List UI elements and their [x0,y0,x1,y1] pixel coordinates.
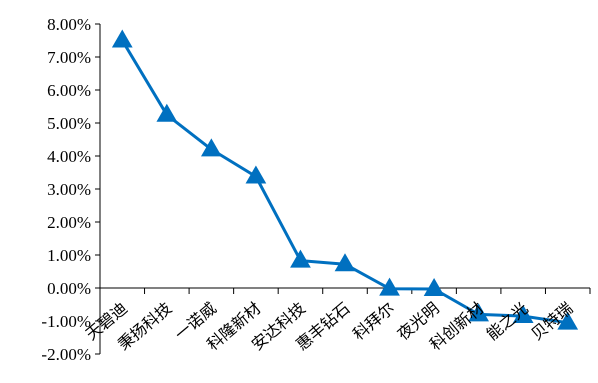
y-tick-label: 3.00% [47,180,91,199]
y-tick-label: 6.00% [47,81,91,100]
y-tick-label: 8.00% [47,15,91,34]
data-point-marker [512,305,534,324]
data-point-marker [423,277,445,296]
data-point-marker [245,165,267,184]
series-0 [111,29,579,330]
y-tick-label: -1.00% [41,312,91,331]
data-point-marker [290,249,311,268]
series-line [121,39,568,325]
data-point-marker [557,311,579,330]
x-tick-label: 科拜尔 [349,299,398,344]
data-point-marker [334,253,356,272]
y-tick-label: 7.00% [47,48,91,67]
data-point-marker [468,303,490,322]
data-point-marker [200,138,222,157]
y-tick-label: -2.00% [41,345,91,364]
y-tick-label: 4.00% [47,147,91,166]
data-point-marker [156,103,178,122]
x-axis [99,287,591,294]
y-tick-label: 0.00% [47,279,91,298]
y-tick-label: 1.00% [47,246,91,265]
data-point-marker [379,277,400,296]
y-tick-label: 2.00% [47,213,91,232]
data-point-marker [111,29,133,48]
y-axis: 8.00% 7.00% 6.00% 5.00% 4.00% 3.00% 2.00% 1.00%… [41,15,101,364]
y-tick-label: 5.00% [47,114,91,133]
